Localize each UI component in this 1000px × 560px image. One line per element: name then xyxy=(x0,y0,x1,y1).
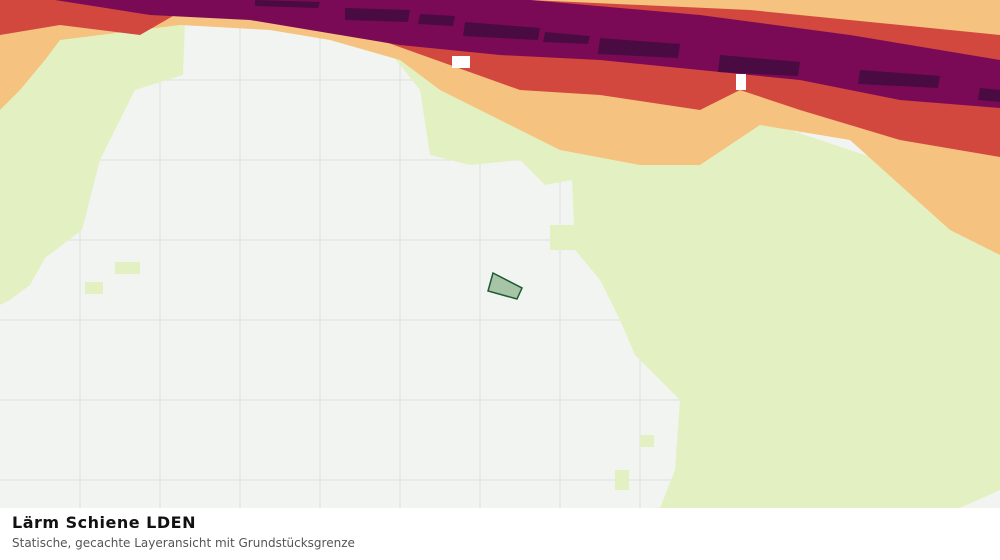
map-gaps xyxy=(452,56,746,90)
noise-zone-extreme xyxy=(255,0,1000,102)
noise-zone-very-high xyxy=(55,0,1000,108)
parcel-boundary xyxy=(487,271,523,300)
map-subtitle: Statische, gecachte Layeransicht mit Gru… xyxy=(12,536,355,550)
noise-map xyxy=(0,0,1000,508)
noise-zone-low xyxy=(0,22,1000,508)
map-title: Lärm Schiene LDEN xyxy=(12,513,196,532)
map-caption: Lärm Schiene LDEN Statische, gecachte La… xyxy=(0,508,1000,560)
